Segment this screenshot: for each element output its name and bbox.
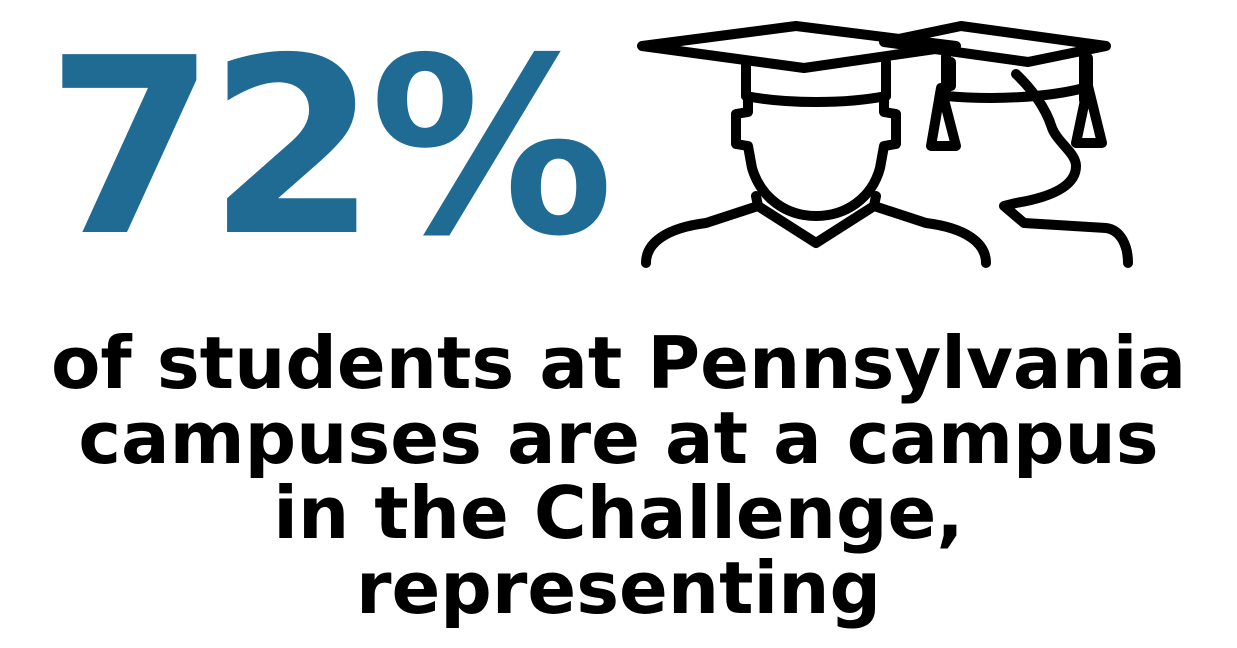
stat-row: 72%	[0, 0, 1237, 300]
back-graduate	[879, 21, 1133, 268]
front-graduate	[637, 21, 991, 268]
caption-line-2: campuses are at a campus	[78, 396, 1159, 480]
caption: of students at Pennsylvania campuses are…	[0, 326, 1237, 626]
caption-line-4: representing	[355, 546, 882, 630]
caption-line-1: of students at Pennsylvania	[50, 321, 1187, 405]
graduates-icon	[637, 21, 1133, 268]
stat-percentage: 72%	[46, 6, 614, 290]
caption-line-3: in the Challenge,	[273, 471, 964, 555]
